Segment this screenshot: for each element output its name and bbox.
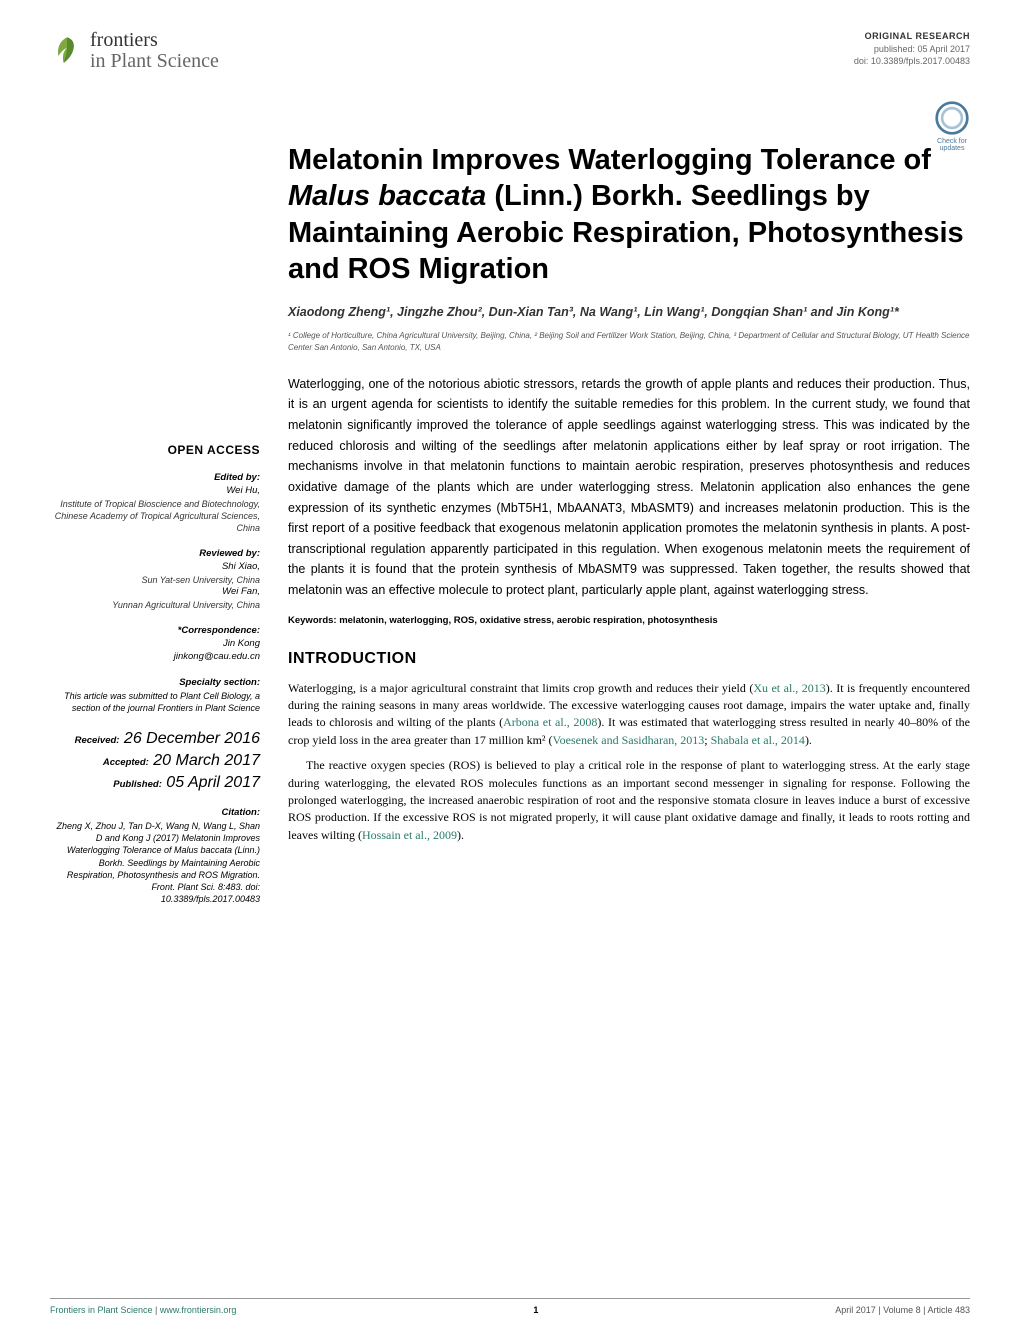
- citation-link-xu[interactable]: Xu et al., 2013: [753, 681, 825, 695]
- reviewer1-affiliation: Sun Yat-sen University, China: [50, 574, 260, 586]
- reviewed-by-block: Reviewed by: Shi Xiao, Sun Yat-sen Unive…: [50, 548, 260, 611]
- dates-block: Received: 26 December 2016 Accepted: 20 …: [50, 728, 260, 793]
- footer-site-link[interactable]: www.frontiersin.org: [160, 1305, 237, 1315]
- correspondence-name: Jin Kong: [50, 638, 260, 651]
- reviewed-by-label: Reviewed by:: [50, 548, 260, 561]
- accepted-label: Accepted:: [103, 757, 149, 768]
- published-value: 05 April 2017: [162, 774, 260, 791]
- correspondence-email[interactable]: jinkong@cau.edu.cn: [50, 651, 260, 664]
- edited-by-block: Edited by: Wei Hu, Institute of Tropical…: [50, 472, 260, 534]
- accepted-line: Accepted: 20 March 2017: [50, 750, 260, 772]
- authors-line: Xiaodong Zheng¹, Jingzhe Zhou², Dun-Xian…: [288, 303, 970, 322]
- check-for-updates-badge[interactable]: Check for updates: [934, 100, 970, 152]
- title-part1: Melatonin Improves Waterlogging Toleranc…: [288, 144, 931, 176]
- intro-para2: The reactive oxygen species (ROS) is bel…: [288, 757, 970, 844]
- abstract-text: Waterlogging, one of the notorious abiot…: [288, 374, 970, 601]
- open-access-label: OPEN ACCESS: [50, 442, 260, 458]
- editor-affiliation: Institute of Tropical Bioscience and Bio…: [50, 498, 260, 534]
- citation-label: Citation:: [50, 807, 260, 820]
- p2-end: ).: [457, 828, 464, 842]
- footer-left: Frontiers in Plant Science | www.frontie…: [50, 1305, 236, 1315]
- specialty-text: This article was submitted to Plant Cell…: [50, 690, 260, 714]
- reviewer2-affiliation: Yunnan Agricultural University, China: [50, 599, 260, 611]
- footer-page-number: 1: [533, 1305, 538, 1315]
- affiliations-line: ¹ College of Horticulture, China Agricul…: [288, 330, 970, 354]
- published-label: Published:: [113, 779, 162, 790]
- title-italic: Malus baccata: [288, 180, 486, 212]
- intro-para1: Waterlogging, is a major agricultural co…: [288, 680, 970, 750]
- specialty-label: Specialty section:: [50, 677, 260, 690]
- p1-pre: Waterlogging, is a major agricultural co…: [288, 681, 753, 695]
- check-updates-label2: updates: [934, 145, 970, 152]
- check-updates-label1: Check for: [934, 138, 970, 145]
- logo-line2: in Plant Science: [90, 51, 219, 72]
- page-footer: Frontiers in Plant Science | www.frontie…: [50, 1298, 970, 1315]
- footer-sep: |: [153, 1305, 160, 1315]
- introduction-heading: INTRODUCTION: [288, 650, 970, 668]
- published-line: Published: 05 April 2017: [50, 772, 260, 794]
- crossmark-icon: [934, 100, 970, 136]
- footer-journal-link[interactable]: Frontiers in Plant Science: [50, 1305, 153, 1315]
- header: frontiers in Plant Science ORIGINAL RESE…: [50, 30, 970, 72]
- edited-by-label: Edited by:: [50, 472, 260, 485]
- article-title: Melatonin Improves Waterlogging Toleranc…: [288, 142, 970, 287]
- citation-text: Zheng X, Zhou J, Tan D-X, Wang N, Wang L…: [50, 820, 260, 905]
- footer-right: April 2017 | Volume 8 | Article 483: [835, 1305, 970, 1315]
- editor-name: Wei Hu,: [50, 485, 260, 498]
- content-columns: OPEN ACCESS Edited by: Wei Hu, Institute…: [50, 102, 970, 919]
- citation-link-arbona[interactable]: Arbona et al., 2008: [503, 715, 597, 729]
- p1-end: ).: [805, 733, 812, 747]
- article-type-badge: ORIGINAL RESEARCH: [854, 30, 970, 43]
- sidebar: OPEN ACCESS Edited by: Wei Hu, Institute…: [50, 102, 260, 919]
- received-value: 26 December 2016: [119, 730, 260, 747]
- header-meta: ORIGINAL RESEARCH published: 05 April 20…: [854, 30, 970, 68]
- main-column: Melatonin Improves Waterlogging Toleranc…: [288, 102, 970, 919]
- keywords-line: Keywords: melatonin, waterlogging, ROS, …: [288, 615, 970, 626]
- citation-link-hossain[interactable]: Hossain et al., 2009: [362, 828, 457, 842]
- received-label: Received:: [75, 735, 120, 746]
- logo-line1: frontiers: [90, 30, 219, 51]
- frontiers-leaf-icon: [50, 34, 84, 68]
- citation-block: Citation: Zheng X, Zhou J, Tan D-X, Wang…: [50, 807, 260, 905]
- doi-link[interactable]: doi: 10.3389/fpls.2017.00483: [854, 56, 970, 66]
- citation-link-voesenek[interactable]: Voesenek and Sasidharan, 2013: [553, 733, 705, 747]
- correspondence-label: *Correspondence:: [50, 625, 260, 638]
- specialty-block: Specialty section: This article was subm…: [50, 677, 260, 714]
- reviewer2-name: Wei Fan,: [50, 586, 260, 599]
- journal-logo-text: frontiers in Plant Science: [90, 30, 219, 72]
- accepted-value: 20 March 2017: [149, 752, 260, 769]
- received-line: Received: 26 December 2016: [50, 728, 260, 750]
- citation-link-shabala[interactable]: Shabala et al., 2014: [711, 733, 805, 747]
- correspondence-block: *Correspondence: Jin Kong jinkong@cau.ed…: [50, 625, 260, 663]
- page-container: frontiers in Plant Science ORIGINAL RESE…: [0, 0, 1020, 1335]
- journal-logo: frontiers in Plant Science: [50, 30, 219, 72]
- reviewer1-name: Shi Xiao,: [50, 561, 260, 574]
- published-date: published: 05 April 2017: [854, 43, 970, 56]
